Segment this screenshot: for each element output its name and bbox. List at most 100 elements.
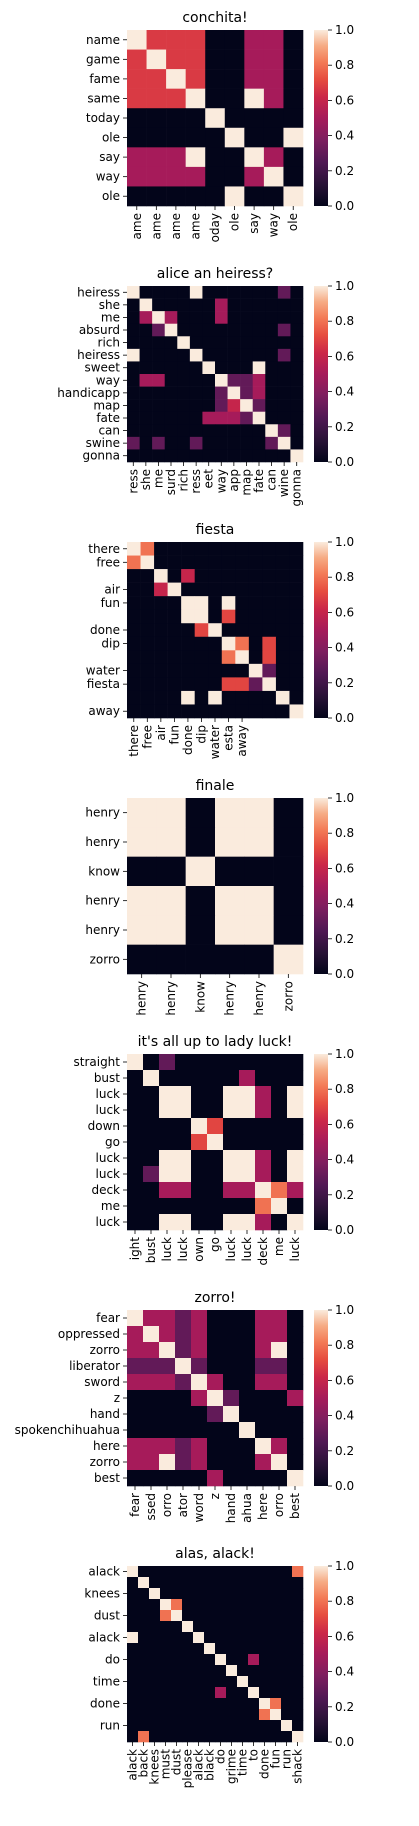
heatmap-cell [127, 1422, 144, 1439]
heatmap-cell [191, 1422, 208, 1439]
heatmap-cell [259, 1654, 271, 1666]
heatmap-cell [248, 1566, 260, 1578]
heatmap-cell [226, 1599, 238, 1611]
colorbar-tick-label: 0.0 [335, 199, 354, 213]
heatmap-cell [252, 336, 266, 350]
heatmap-cell [127, 1665, 139, 1677]
colorbar-tick-label: 0.2 [335, 932, 354, 946]
heatmap-cell [252, 424, 266, 438]
heatmap-cell [143, 1422, 160, 1439]
heatmap-cell [255, 1454, 272, 1471]
y-tick-label: water [86, 664, 120, 678]
heatmap-cell [270, 1720, 282, 1732]
heatmap-cell [255, 1102, 272, 1119]
heatmap-cell [160, 1577, 172, 1589]
heatmap-cell [281, 1577, 293, 1589]
heatmap-cell [140, 677, 155, 692]
heatmap-cell [208, 650, 223, 665]
heatmap-cell [140, 582, 155, 597]
heatmap-cell [205, 30, 226, 50]
heatmap-cell [167, 596, 182, 610]
heatmap-cell [207, 1166, 224, 1183]
heatmap-cell [239, 1134, 256, 1151]
x-tick-label: ahua [240, 1493, 254, 1523]
heatmap-cell [127, 690, 141, 705]
heatmap-cell [189, 436, 203, 450]
x-tick-label: oday [208, 213, 222, 242]
heatmap-cell [156, 915, 186, 945]
heatmap-cell [215, 827, 245, 857]
y-tick-label: run [100, 1719, 120, 1733]
heatmap-cell [149, 1709, 161, 1721]
heatmap-cell [127, 1621, 139, 1633]
heatmap-cell [139, 449, 153, 463]
heatmap-cell [248, 1731, 260, 1743]
heatmap-cell [185, 915, 216, 945]
x-tick-label: ame [149, 213, 163, 239]
heatmap-cell [265, 361, 279, 375]
heatmap-cell [265, 411, 279, 425]
colorbar-tick-label: 0.6 [335, 93, 354, 107]
heatmap-cell [290, 348, 304, 362]
heatmap-cell [194, 569, 209, 583]
heatmap-cell [221, 596, 236, 610]
heatmap-cell [159, 1134, 176, 1151]
heatmap-cell [191, 1438, 208, 1455]
heatmap-cell [205, 49, 226, 70]
heatmap-cell [227, 399, 241, 413]
heatmap-cell [215, 1731, 227, 1743]
heatmap-cell [160, 1588, 172, 1600]
heatmap-cell [208, 677, 223, 692]
heatmap-cell [207, 1374, 224, 1391]
heatmap-cell [292, 1731, 304, 1743]
heatmap-cell [204, 1665, 216, 1677]
y-tick-label: time [93, 1675, 120, 1689]
heatmap-cell [262, 555, 277, 570]
x-tick-label: ight [128, 1237, 142, 1261]
heatmap-cell [127, 1654, 139, 1666]
heatmap-cell [226, 1720, 238, 1732]
heatmap-cell [175, 1198, 192, 1215]
heatmap-cell [139, 361, 153, 375]
colorbar-tick-label: 0.4 [335, 641, 354, 655]
heatmap-cell [281, 1632, 293, 1644]
heatmap-cell [292, 1676, 304, 1688]
heatmap-cell [221, 569, 236, 583]
heatmap-cell [204, 1632, 216, 1644]
heatmap-cell [223, 1358, 240, 1375]
colorbar-tick-label: 0.8 [335, 58, 354, 72]
heatmap-cell [166, 166, 186, 187]
heatmap-cell [127, 1643, 139, 1655]
heatmap-cell [239, 1326, 256, 1343]
heatmap-cell [271, 1406, 288, 1423]
heatmap-cell [292, 1566, 304, 1578]
heatmap-cell [281, 1709, 293, 1721]
heatmap-cell [259, 1610, 271, 1622]
y-tick-label: fate [96, 411, 120, 425]
heatmap-cell [226, 1610, 238, 1622]
heatmap-cell [290, 323, 304, 337]
heatmap-cell [191, 1214, 208, 1231]
heatmap-cell [281, 1654, 293, 1666]
heatmap-cell [248, 636, 263, 651]
heatmap-cell [252, 411, 266, 425]
heatmap-cell [191, 1326, 208, 1343]
y-tick-label: zorro [90, 1343, 120, 1357]
heatmap-cell [185, 886, 216, 916]
heatmap-cell [275, 690, 290, 705]
heatmap-cell [127, 1198, 144, 1215]
heatmap-cell [191, 1102, 208, 1119]
heatmap-cell [237, 1731, 249, 1743]
heatmap-cell [215, 1665, 227, 1677]
heatmap-cell [204, 1676, 216, 1688]
heatmap-cell [202, 424, 216, 438]
heatmap-cell [171, 1698, 183, 1710]
heatmap-cell [287, 1134, 304, 1151]
heatmap-cell [224, 88, 245, 109]
heatmap-cell [259, 1698, 271, 1710]
heatmap-cell [204, 1654, 216, 1666]
heatmap-cell [239, 1166, 256, 1183]
heatmap-cell [127, 1374, 144, 1391]
heatmap-cell [182, 1588, 194, 1600]
heatmap-cell [181, 704, 195, 719]
